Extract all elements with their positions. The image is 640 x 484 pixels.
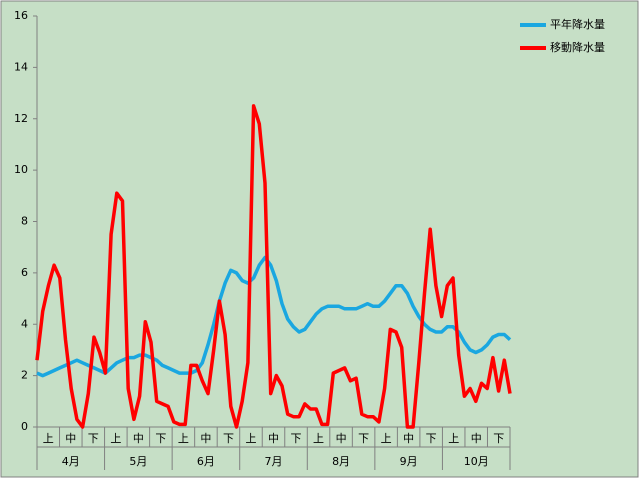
x-tick-label: 下 <box>88 432 99 445</box>
x-tick-label: 中 <box>200 432 211 445</box>
group-label: 10月 <box>464 455 489 468</box>
x-tick-label: 下 <box>358 432 369 445</box>
y-tick-label: 6 <box>21 266 28 279</box>
x-tick-label: 中 <box>65 432 76 445</box>
x-tick-label: 下 <box>155 432 166 445</box>
group-label: 9月 <box>400 455 418 468</box>
y-tick-label: 0 <box>21 420 28 433</box>
group-label: 8月 <box>332 455 350 468</box>
group-label: 4月 <box>62 455 80 468</box>
y-tick-label: 10 <box>14 163 28 176</box>
y-tick-label: 2 <box>21 369 28 382</box>
x-tick-label: 中 <box>336 432 347 445</box>
x-tick-label: 上 <box>110 432 121 445</box>
x-tick-label: 上 <box>381 432 392 445</box>
y-tick-label: 14 <box>14 60 28 73</box>
group-label: 7月 <box>265 455 283 468</box>
x-tick-label: 下 <box>291 432 302 445</box>
x-tick-label: 上 <box>178 432 189 445</box>
x-tick-label: 上 <box>43 432 54 445</box>
x-tick-label: 中 <box>403 432 414 445</box>
group-label: 5月 <box>129 455 147 468</box>
legend-label: 平年降水量 <box>550 17 605 31</box>
y-tick-label: 16 <box>14 9 28 22</box>
x-tick-label: 上 <box>448 432 459 445</box>
y-tick-label: 8 <box>21 215 28 228</box>
group-label: 6月 <box>197 455 215 468</box>
x-tick-label: 上 <box>313 432 324 445</box>
y-tick-label: 4 <box>21 317 28 330</box>
legend-label: 移動降水量 <box>550 40 605 54</box>
data-line <box>36 255 512 378</box>
x-tick-label: 下 <box>426 432 437 445</box>
x-tick-label: 上 <box>245 432 256 445</box>
x-tick-label: 下 <box>223 432 234 445</box>
x-tick-label: 中 <box>133 432 144 445</box>
x-tick-label: 中 <box>471 432 482 445</box>
data-line <box>35 104 512 429</box>
x-tick-label: 中 <box>268 432 279 445</box>
x-tick-label: 下 <box>493 432 504 445</box>
y-tick-label: 12 <box>14 112 28 125</box>
